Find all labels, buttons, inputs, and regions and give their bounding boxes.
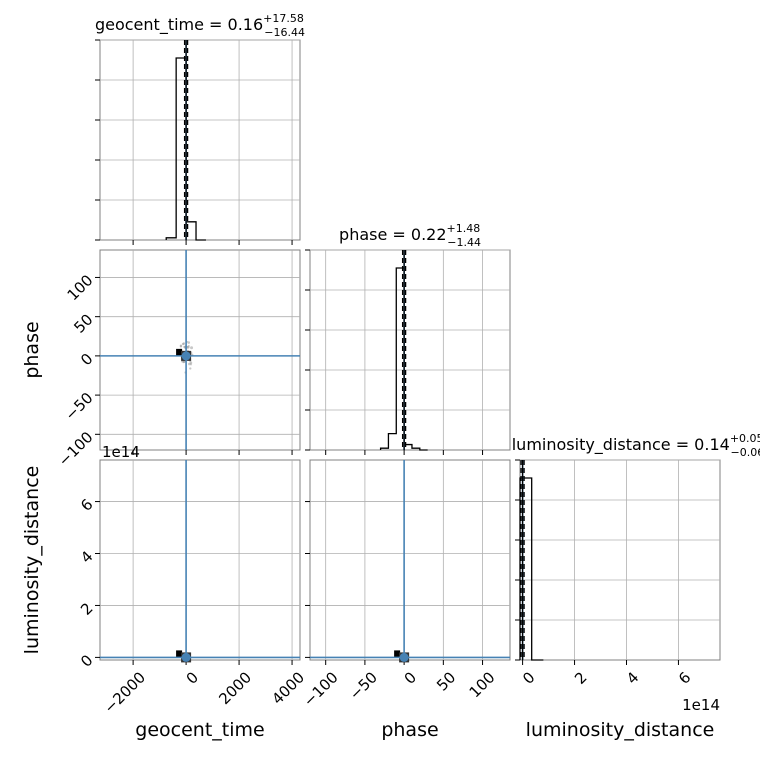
title-geocent_time: geocent_time = 0.16+17.58 −16.44 [95,12,305,39]
title-minus: −0.06 [731,446,760,459]
title-plus: +1.48 [447,222,481,235]
x-tick-label-geocent_time: −2000 [101,668,150,717]
x-tick-label-geocent_time: 4000 [268,668,308,708]
sample-point [187,341,191,344]
density-core-phase-vs-luminosity_distance [394,650,401,658]
x-axis-label-luminosity_distance: luminosity_distance [526,719,715,741]
sample-point [188,362,191,366]
y-axis-label-phase: phase [21,321,43,378]
sample-point [190,346,194,350]
y-tick-label-luminosity_distance: 2 [77,599,96,618]
title-minus: −16.44 [264,26,305,39]
y-tick-label-phase: 0 [77,350,96,369]
panel-luminosity_distance-hist-frame [519,459,721,661]
panel-phase-vs-luminosity_distance-frame [309,459,511,661]
panel-phase-hist-frame [309,249,511,451]
x-tick-label-luminosity_distance: 0 [519,668,538,687]
x-offset-text: 1e14 [682,696,720,714]
title-phase: phase = 0.22+1.48 −1.44 [339,222,481,249]
title-plus: +0.05 [730,432,760,445]
y-tick-label-luminosity_distance: 4 [77,547,96,566]
sample-point [182,342,186,345]
x-tick-label-luminosity_distance: 6 [675,668,694,687]
title-main: phase = 0.22 [339,225,446,244]
y-tick-label-luminosity_distance: 6 [77,495,96,514]
panel-geocent_time-vs-luminosity_distance-frame [99,459,301,661]
y-tick-label-phase: −50 [61,389,96,424]
x-axis-label-geocent_time: geocent_time [135,719,264,741]
x-tick-label-luminosity_distance: 4 [623,668,642,687]
density-core-geocent_time-vs-phase [176,348,183,356]
title-luminosity_distance: luminosity_distance = 0.14+0.05−0.06 [512,432,760,459]
sample-point [187,344,190,347]
title-plus: +17.58 [263,12,304,25]
panel-geocent_time-vs-phase-frame [99,249,301,451]
x-axis-label-phase: phase [381,719,438,741]
panel-geocent_time-hist-frame [99,39,301,241]
y-tick-label-phase: −100 [55,428,97,470]
y-tick-label-phase: 100 [64,271,97,304]
y-tick-label-luminosity_distance: 0 [77,651,96,670]
x-tick-label-luminosity_distance: 2 [571,668,590,687]
x-tick-label-phase: −50 [346,668,381,703]
title-main: geocent_time = 0.16 [95,15,263,35]
y-tick-label-phase: 50 [70,310,96,336]
x-tick-label-geocent_time: 2000 [215,668,255,708]
title-main: luminosity_distance = 0.14 [512,435,730,455]
sample-point [179,345,183,348]
y-offset-text: 1e14 [102,443,140,461]
x-tick-label-phase: 100 [466,668,499,701]
x-tick-label-geocent_time: 0 [183,668,202,687]
density-core-geocent_time-vs-luminosity_distance [176,650,183,658]
histogram-luminosity_distance [519,477,544,661]
title-minus: −1.44 [447,236,481,249]
y-axis-label-luminosity_distance: luminosity_distance [21,466,43,655]
x-tick-label-phase: 0 [401,668,420,687]
sample-point [189,367,192,370]
x-tick-label-phase: 50 [433,668,459,694]
x-tick-label-phase: −100 [300,668,342,710]
